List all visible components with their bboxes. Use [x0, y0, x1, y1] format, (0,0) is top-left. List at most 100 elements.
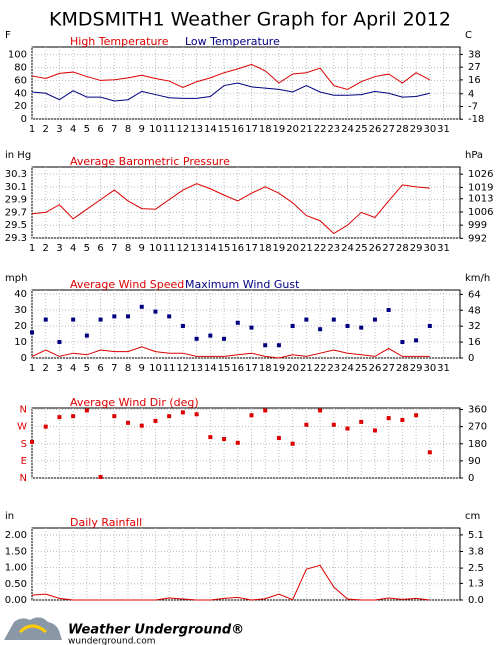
legend-entry: Average Barometric Pressure	[70, 155, 230, 168]
x-tick-label: 26	[369, 124, 382, 135]
x-tick-label: 8	[125, 363, 131, 374]
x-tick-label: 13	[190, 243, 203, 254]
point	[372, 317, 377, 322]
logo-arc	[18, 624, 47, 634]
y2-tick-label: 1.3	[468, 578, 484, 589]
y2-tick-label: 0	[468, 353, 474, 364]
x-tick-label: 16	[231, 363, 244, 374]
logo-brand: Weather Underground®	[68, 623, 244, 638]
point	[139, 304, 144, 309]
y-axis-label: F	[5, 30, 11, 41]
point	[71, 414, 76, 419]
x-tick-label: 10	[149, 243, 162, 254]
point	[304, 422, 309, 427]
y-tick-label: 29.5	[5, 220, 27, 231]
point	[235, 440, 240, 445]
y-tick-label: 29.3	[5, 233, 27, 244]
y-tick-label: 1.50	[5, 546, 27, 557]
y-tick-label: 100	[8, 50, 27, 61]
point	[331, 317, 336, 322]
x-tick-label: 14	[204, 243, 217, 254]
y2-tick-label: 38	[468, 49, 481, 60]
x-tick-label: 5	[84, 243, 90, 254]
point	[71, 317, 76, 322]
x-tick-label: 29	[410, 243, 423, 254]
point	[400, 417, 405, 422]
point	[153, 309, 158, 314]
y2-tick-label: -18	[468, 114, 484, 125]
point	[126, 420, 131, 425]
x-tick-label: 19	[273, 363, 286, 374]
y2-tick-label: 48	[468, 305, 481, 316]
logo-url: wunderground.com	[68, 637, 156, 645]
y2-tick-label: 180	[468, 439, 487, 450]
point	[386, 416, 391, 421]
x-tick-label: 12	[177, 124, 190, 135]
x-tick-label: 8	[125, 124, 131, 135]
x-tick-label: 21	[300, 363, 313, 374]
x-tick-label: 18	[259, 243, 272, 254]
x-tick-label: 28	[396, 124, 409, 135]
point	[126, 314, 131, 319]
point	[84, 333, 89, 338]
logo: Weather Underground® wunderground.com	[4, 617, 244, 645]
x-tick-label: 7	[111, 363, 117, 374]
y2-tick-label: -7	[468, 101, 478, 112]
point	[194, 336, 199, 341]
y-tick-label: 40	[14, 289, 27, 300]
point	[235, 320, 240, 325]
y2-tick-label: 27	[468, 62, 481, 73]
plot-area	[31, 166, 461, 239]
series-line	[31, 63, 431, 90]
y-tick-label: 60	[14, 75, 27, 86]
point	[427, 324, 432, 328]
point	[372, 428, 377, 433]
y2-axis-label: km/h	[465, 273, 490, 284]
x-tick-label: 31	[437, 124, 450, 135]
y-tick-label: E	[21, 456, 27, 467]
x-tick-label: 7	[111, 243, 117, 254]
x-tick-label: 11	[163, 363, 176, 374]
x-tick-label: 17	[245, 243, 258, 254]
point	[318, 327, 323, 332]
x-tick-label: 13	[190, 363, 203, 374]
x-tick-label: 24	[341, 124, 354, 135]
series-line	[31, 183, 430, 235]
legend-entry: Low Temperature	[185, 35, 280, 48]
x-tick-label: 12	[177, 243, 190, 254]
x-tick-label: 30	[423, 124, 436, 135]
legend-entry: High Temperature	[70, 35, 169, 48]
point	[304, 317, 309, 322]
point	[98, 475, 103, 480]
x-tick-label: 18	[259, 124, 272, 135]
x-tick-label: 21	[300, 243, 313, 254]
x-tick-label: 25	[355, 363, 368, 374]
legend-entry: Average Wind Dir (deg)	[70, 396, 199, 409]
y2-tick-label: 16	[468, 337, 481, 348]
point	[180, 410, 185, 415]
point	[180, 324, 185, 328]
x-tick-label: 10	[149, 124, 162, 135]
point	[359, 419, 364, 424]
y-tick-label: 0	[21, 353, 27, 364]
y2-tick-label: 5.1	[468, 530, 484, 541]
x-tick-label: 30	[423, 243, 436, 254]
x-tick-label: 13	[190, 124, 203, 135]
point	[345, 426, 350, 431]
x-tick-label: 16	[231, 243, 244, 254]
x-tick-label: 6	[97, 124, 103, 135]
point	[331, 422, 336, 427]
y-tick-label: N	[20, 405, 27, 416]
x-tick-label: 9	[139, 124, 145, 135]
y-axis-label: in	[5, 511, 14, 522]
y2-tick-label: 1019	[468, 182, 493, 193]
point	[276, 436, 281, 441]
plot-area	[31, 46, 461, 120]
x-tick-label: 22	[314, 363, 327, 374]
legend-entry: Maximum Wind Gust	[185, 278, 300, 291]
y-tick-label: 2.00	[5, 530, 27, 541]
x-tick-label: 28	[396, 243, 409, 254]
y-tick-label: 20	[14, 101, 27, 112]
x-tick-label: 9	[139, 363, 145, 374]
